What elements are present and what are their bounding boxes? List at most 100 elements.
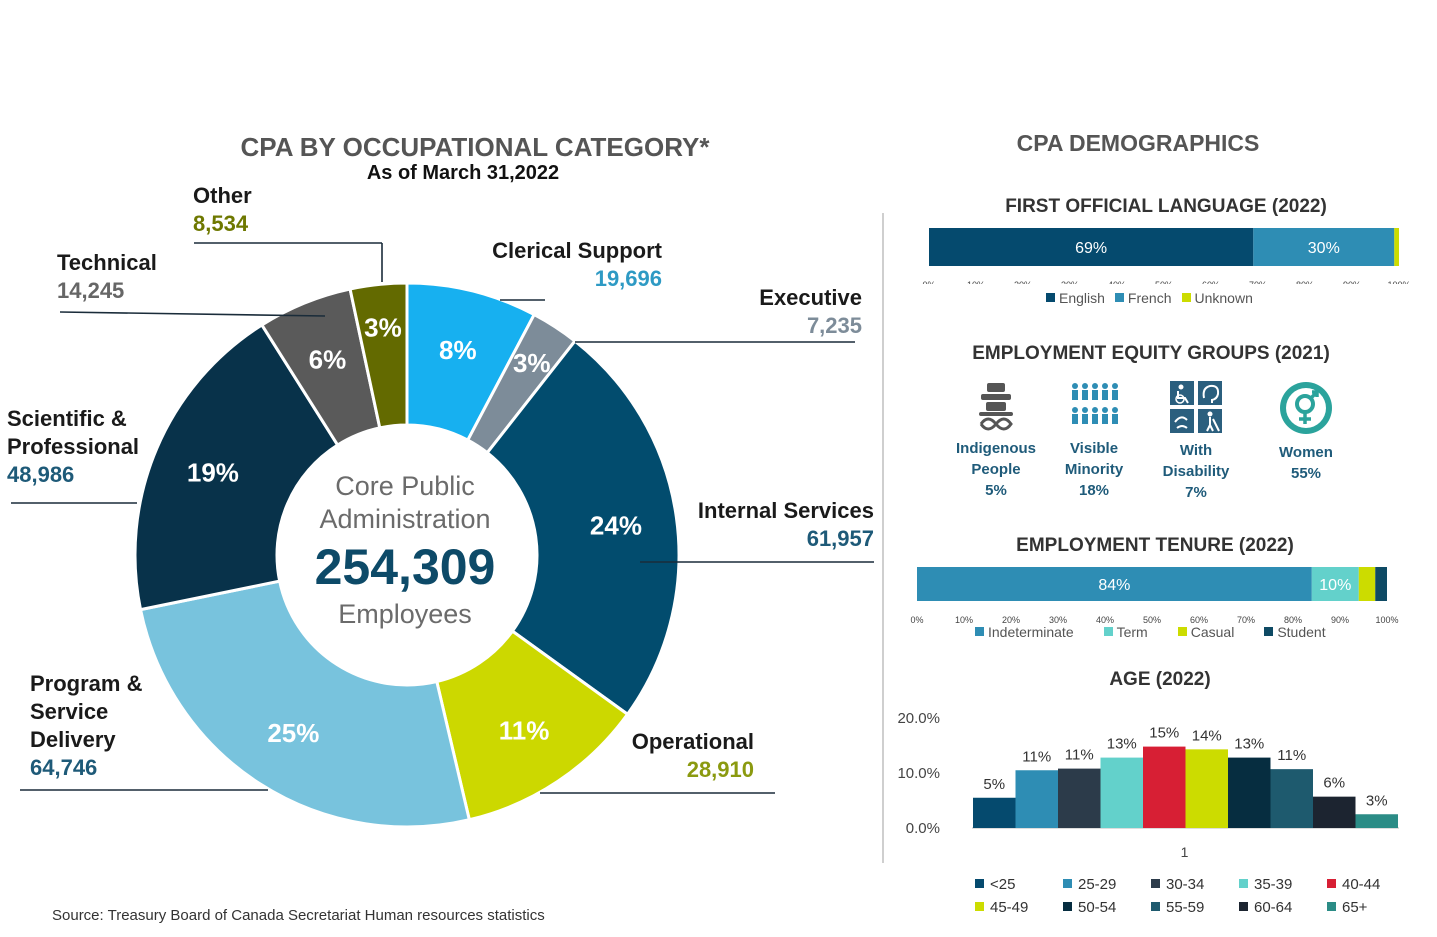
label-executive-name: Executive	[759, 285, 862, 310]
age-bar-label: 11%	[1065, 747, 1094, 764]
equity-title: EMPLOYMENT EQUITY GROUPS (2021)	[972, 343, 1330, 364]
legend-swatch	[1046, 293, 1055, 302]
legend-swatch	[1239, 902, 1248, 911]
slice-other	[348, 281, 409, 430]
age-bar-label: 13%	[1107, 736, 1137, 753]
banner-growth: Between 2017 and March 31, 2022 , the CP…	[839, 6, 1422, 126]
legend-item-french: French	[1114, 290, 1172, 306]
tick-label: 40%	[1108, 280, 1126, 284]
language-stacked-bar: 69% 30% 0% 10% 20% 30% 40% 50% 60% 70% 80% 90% 100%	[922, 228, 1411, 284]
legend-swatch	[1327, 902, 1336, 911]
slice-technical	[259, 287, 382, 448]
slice-operational	[434, 629, 630, 822]
age-legend-item-40-44: 40-44	[1327, 876, 1380, 893]
section-divider	[882, 213, 884, 863]
tick-label: 70%	[1249, 280, 1267, 284]
legend-swatch	[1177, 627, 1187, 636]
legend-swatch	[975, 879, 984, 888]
age-xlabel: 1	[1181, 844, 1189, 860]
equity-disability: With Disability 7%	[1151, 380, 1241, 503]
leader-line	[59, 311, 326, 317]
legend-label: French	[1127, 290, 1172, 306]
center-total: 254,309	[314, 539, 496, 595]
age-bar-label: 13%	[1234, 736, 1264, 753]
legend-label: English	[1059, 290, 1105, 306]
age-bar-55-59	[1270, 769, 1313, 828]
legend-label: Unknown	[1194, 290, 1253, 306]
equity-label: Visible	[1069, 440, 1119, 457]
legend-swatch	[1114, 293, 1124, 302]
tick-label: 80%	[1296, 280, 1314, 284]
label-technical-name: Technical	[57, 250, 157, 275]
banner-collective-agreements: 28 collective agreements	[19, 6, 195, 128]
legend-swatch	[1327, 879, 1336, 888]
label-executive-value: 7,235	[806, 313, 862, 338]
label-clerical-name: Clerical Support	[492, 238, 662, 263]
age-legend-item-60-64: 60-64	[1239, 899, 1292, 916]
label-internal-name: Internal Services	[697, 498, 874, 523]
legend-label: 25-29	[1078, 876, 1117, 893]
age-bar-chart: 0.0% 10.0% 20.0% 5% 11% 11% 13% 15% 14% 13% 11% 6% 3…	[897, 710, 1399, 860]
source-note: Source: Treasury Board of Canada Secreta…	[52, 907, 545, 924]
label-internal-services: Internal Services 61,957	[660, 497, 874, 553]
label-program-service: Program & Service Delivery 64,746	[30, 670, 180, 782]
tick-label: 80%	[1284, 615, 1302, 623]
legend-swatch	[1063, 902, 1072, 911]
legend-item-term: Term	[1103, 624, 1148, 640]
age-ytick: 10.0%	[897, 765, 940, 782]
tick-label: 0%	[910, 615, 923, 623]
occupational-title: CPA BY OCCUPATIONAL CATEGORY*	[240, 132, 710, 162]
tenure-title: EMPLOYMENT TENURE (2022)	[1016, 535, 1294, 556]
age-legend-item-55-59: 55-59	[1151, 899, 1204, 916]
tick-label: 50%	[1155, 280, 1173, 284]
tick-label: 50%	[1143, 615, 1161, 623]
age-bar-label: 11%	[1277, 747, 1306, 764]
age-bar-50-54	[1228, 757, 1271, 828]
bar-label-english: 69%	[1075, 240, 1107, 257]
label-executive: Executive 7,235	[700, 284, 862, 340]
equity-value: 7%	[1185, 484, 1207, 501]
label-operational-value: 28,910	[686, 757, 754, 782]
label-operational-name: Operational	[631, 729, 754, 754]
legend-label: Student	[1277, 624, 1326, 640]
bar-label-indeterminate: 84%	[1098, 577, 1130, 594]
legend-label: <25	[990, 876, 1016, 893]
occupational-subtitle: As of March 31,2022	[366, 162, 560, 184]
bar-label-term: 10%	[1319, 577, 1351, 594]
bar-label-french: 30%	[1308, 240, 1340, 257]
legend-swatch	[975, 627, 984, 636]
tick-label: 30%	[1061, 280, 1079, 284]
accessibility-icon	[1170, 381, 1222, 433]
bar-term	[1311, 567, 1359, 601]
banner-text: 28 collective agreements	[54, 45, 160, 89]
equity-label: Disability	[1162, 463, 1230, 480]
center-line3: Employees	[338, 599, 472, 629]
label-technical-value: 14,245	[57, 278, 125, 303]
legend-item-unknown: Unknown	[1181, 290, 1253, 306]
label-other-value: 8,534	[193, 211, 249, 236]
age-bar-60-64	[1313, 796, 1356, 828]
people-group-icon	[1072, 383, 1118, 424]
label-program-name: Program & Service Delivery	[30, 671, 143, 752]
equity-label: With	[1179, 442, 1213, 459]
label-program-value: 64,746	[30, 755, 98, 780]
label-operational: Operational 28,910	[590, 728, 754, 784]
legend-label: 45-49	[990, 899, 1029, 916]
label-internal-value: 61,957	[806, 526, 874, 551]
age-legend-item-35-39: 35-39	[1239, 876, 1292, 893]
donut-center: Core Public Administration 254,309 Emplo…	[285, 470, 525, 631]
tenure-stacked-bar: 84% 10% 0% 10% 20% 30% 40% 50% 60% 70% 80% 90% 100%	[910, 567, 1399, 623]
legend-label: 55-59	[1166, 899, 1205, 916]
tick-label: 30%	[1049, 615, 1067, 623]
banner-bargaining-agents: 16 bargaining agents	[205, 6, 382, 128]
bar-french	[1253, 228, 1395, 266]
legend-label: Term	[1116, 624, 1148, 640]
legend-swatch	[1181, 293, 1191, 302]
bar-indeterminate	[917, 567, 1312, 601]
slice-pct-scientific-professional: 19%	[187, 457, 239, 487]
equity-visible-minority: Visible Minority 18%	[1049, 380, 1139, 501]
tick-label: 60%	[1202, 280, 1220, 284]
legend-label: 40-44	[1342, 876, 1381, 893]
age-bar-45-49	[1185, 749, 1228, 828]
equity-indigenous: Indigenous People 5%	[951, 380, 1041, 501]
